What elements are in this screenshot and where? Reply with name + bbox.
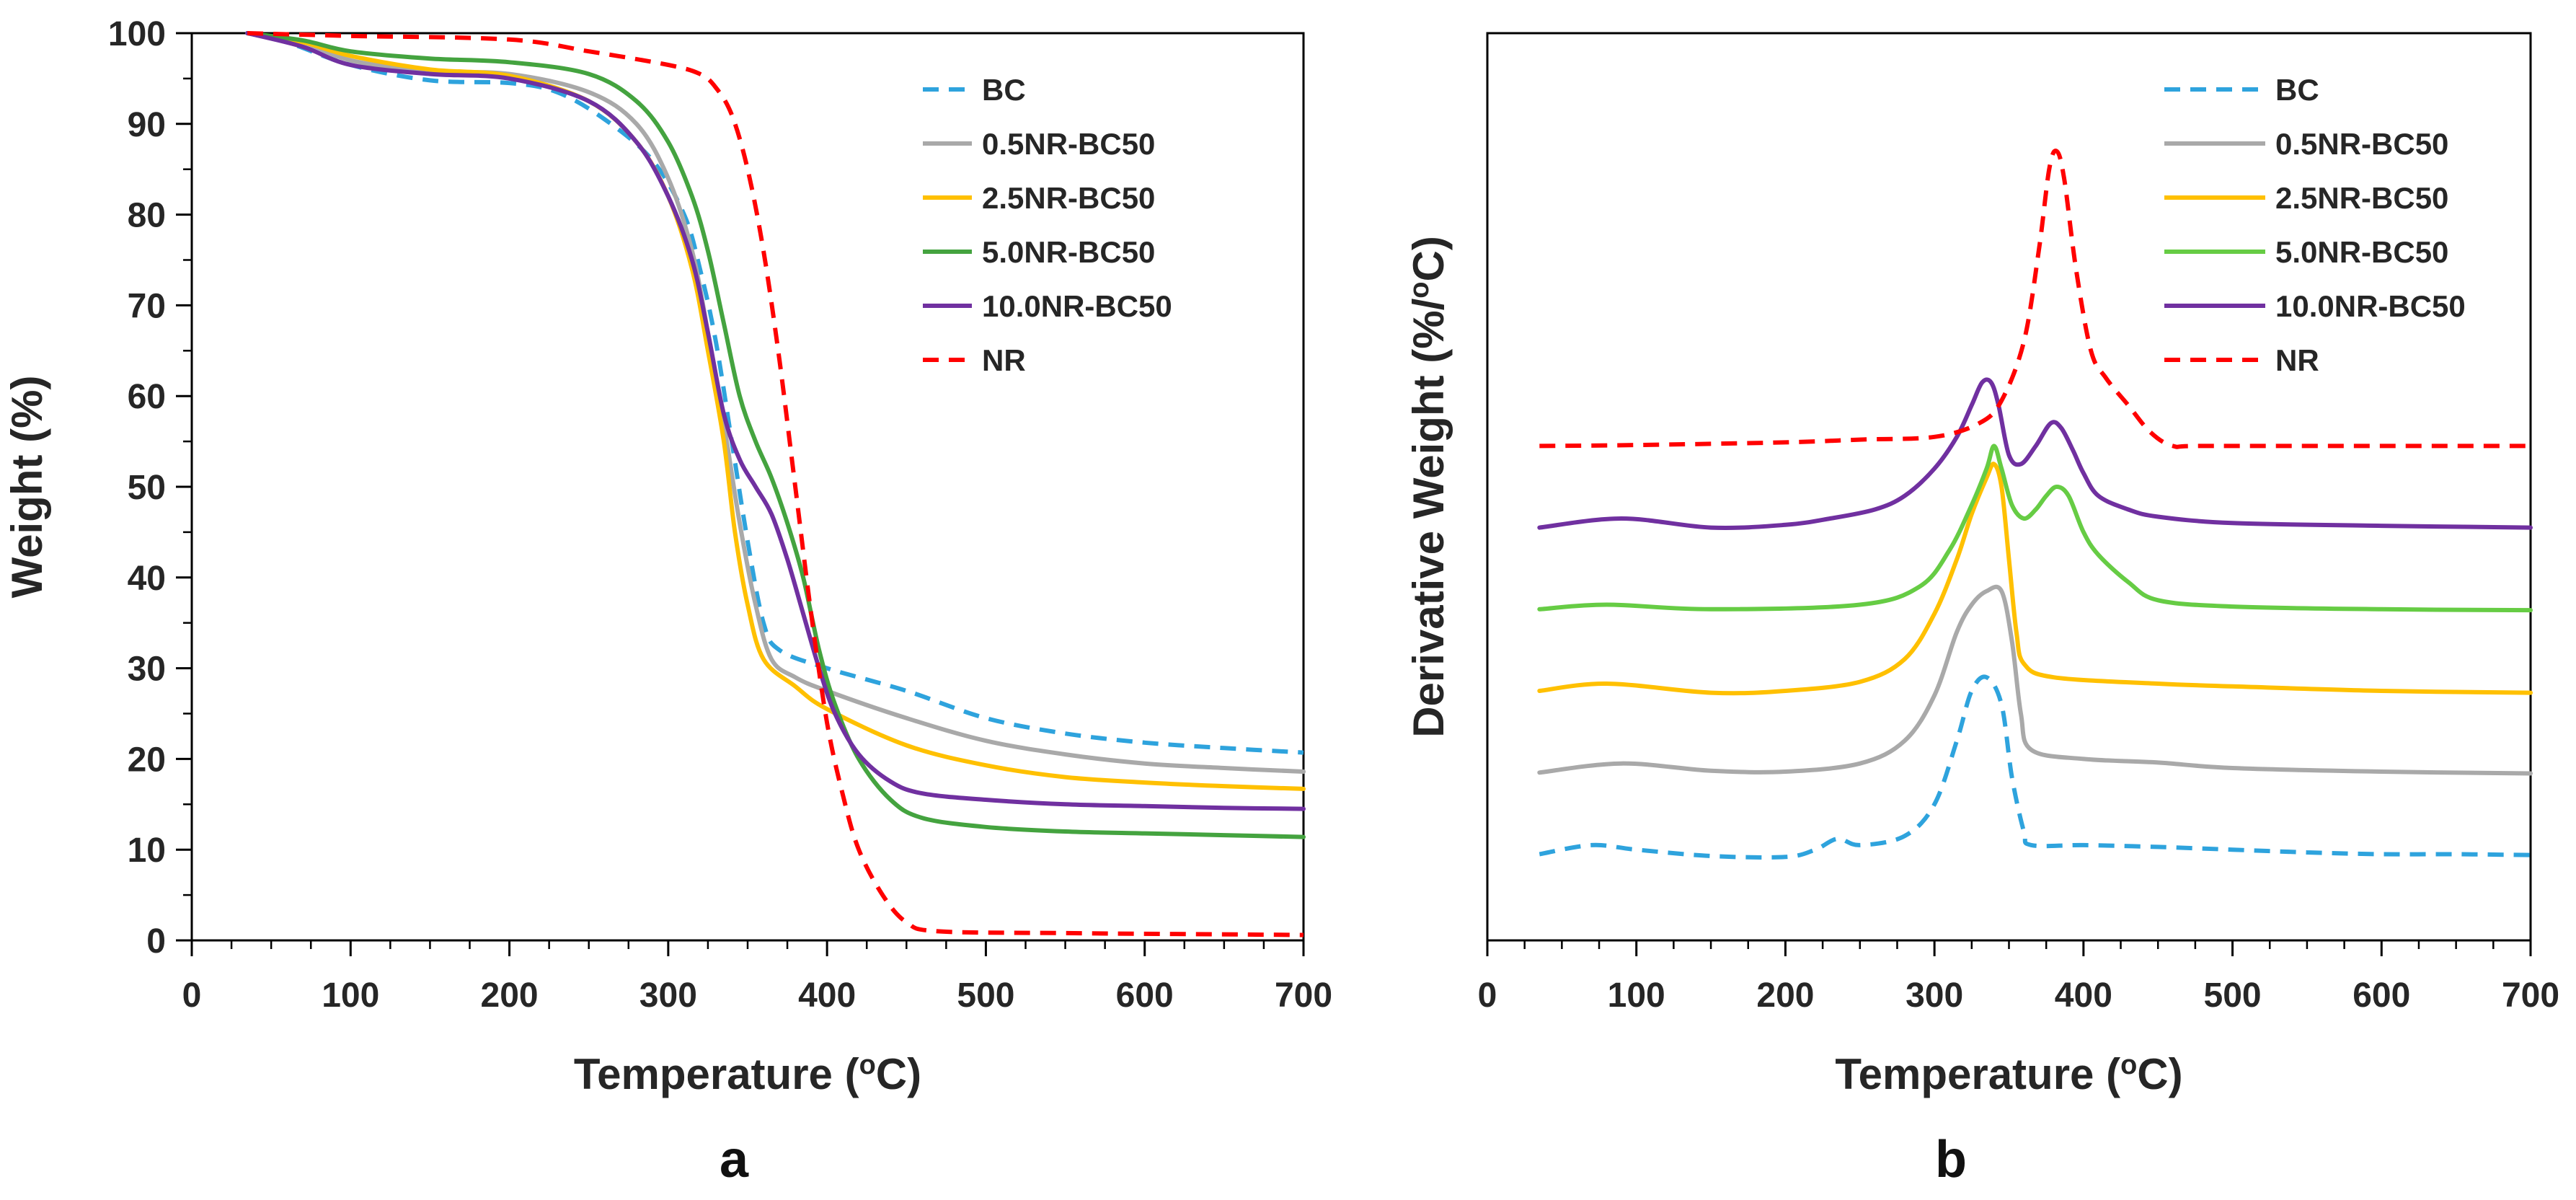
panel-b-series-line-5-0nr-bc50: [1537, 444, 2533, 613]
panel-b-x-tick-label-0: 0: [1478, 976, 1497, 1015]
panel-a-y-tick-label-60: 60: [128, 378, 166, 416]
panel-a-x-tick-label-0: 0: [182, 976, 202, 1015]
panel-a-series-line-5-0nr-bc50: [245, 31, 1306, 839]
panel-a-series-line-bc: [247, 31, 1304, 755]
panel-a-x-tick-label-600: 600: [1116, 976, 1174, 1015]
panel-b-series-line-10-0nr-bc50: [1537, 377, 2533, 530]
panel-a-legend-label-nr: NR: [982, 343, 1026, 377]
panel-a-legend: BC 0.5NR-BC50 2.5NR-BC50 5.0NR-BC50 10.0NR-B…: [923, 73, 1172, 377]
panel-a-series-line-2-5nr-bc50: [245, 31, 1306, 791]
panel-a-x-tick-label-400: 400: [798, 976, 856, 1015]
panel-b-legend-label-bc: BC: [2275, 73, 2319, 107]
panel-b-y-axis-label: Derivative Weight (%/oC): [1404, 236, 1453, 738]
panel-a-y-tick-label-80: 80: [128, 197, 166, 235]
panel-b-letter: b: [1935, 1131, 1967, 1188]
x-axis-label-superscript: o: [2120, 1050, 2137, 1080]
y-axis-label-superscript: o: [1404, 282, 1435, 299]
panel-b-series-line-2-5nr-bc50: [1537, 462, 2533, 696]
panel-a-legend-label-0-5nr-bc50: 0.5NR-BC50: [982, 127, 1155, 161]
panel-b-plot-frame: [1486, 32, 2532, 942]
panel-a-y-tick-label-90: 90: [128, 106, 166, 144]
y-axis-label-main: Derivative Weight (%/: [1404, 298, 1453, 737]
panel-b-legend: BC 0.5NR-BC50 2.5NR-BC50 5.0NR-BC50 10.0NR-B…: [2164, 73, 2466, 377]
panel-a-y-axis-label: Weight (%): [3, 376, 51, 599]
panel-b-series-line-nr: [1539, 149, 2531, 449]
panel-a-legend-label-10-0nr-bc50: 10.0NR-BC50: [982, 289, 1172, 323]
panel-b-x-tick-label-500: 500: [2204, 976, 2262, 1015]
panel-a-x-tick-label-300: 300: [639, 976, 697, 1015]
x-axis-label-main: Temperature (: [1835, 1050, 2120, 1098]
panel-a-y-tick-label-10: 10: [128, 831, 166, 870]
x-axis-label-end: C): [2137, 1050, 2182, 1098]
panel-a-series-line-nr: [247, 31, 1304, 938]
panel-a-legend-label-2-5nr-bc50: 2.5NR-BC50: [982, 181, 1155, 215]
panel-a-chart: 0 100 200 300 400 500 600 700 0 10 20 30 40 50 60 70 80 9…: [3, 15, 1332, 1098]
panel-b-legend-label-nr: NR: [2275, 343, 2319, 377]
panel-a-x-axis-label: Temperature (oC): [574, 1050, 921, 1098]
x-axis-label-superscript: o: [859, 1050, 876, 1080]
panel-b-x-tick-label-700: 700: [2502, 976, 2559, 1015]
y-axis-label-main: Weight (%): [3, 376, 51, 599]
panel-a-legend-label-5-0nr-bc50: 5.0NR-BC50: [982, 235, 1155, 269]
panel-b-x-tick-label-200: 200: [1756, 976, 1814, 1015]
panel-b-legend-label-2-5nr-bc50: 2.5NR-BC50: [2275, 181, 2448, 215]
panel-a-legend-label-bc: BC: [982, 73, 1026, 107]
panel-a-y-tick-label-40: 40: [128, 560, 166, 598]
panel-a-y-tick-label-20: 20: [128, 741, 166, 779]
x-axis-label-main: Temperature (: [574, 1050, 859, 1098]
panel-a-x-tick-label-700: 700: [1275, 976, 1332, 1015]
panel-a-letter: a: [720, 1131, 749, 1188]
panel-b-x-axis-label: Temperature (oC): [1835, 1050, 2182, 1098]
panel-b-x-tick-label-100: 100: [1608, 976, 1665, 1015]
panel-b-chart: 0 100 200 300 400 500 600 700 BC 0.5NR-BC50 2.5NR-…: [1404, 32, 2559, 1098]
panel-a-series-line-10-0nr-bc50: [245, 31, 1306, 811]
panel-a-y-tick-label-50: 50: [128, 469, 166, 507]
panel-b-legend-label-0-5nr-bc50: 0.5NR-BC50: [2275, 127, 2448, 161]
panel-b-series-line-bc: [1539, 674, 2531, 860]
panel-b-legend-label-5-0nr-bc50: 5.0NR-BC50: [2275, 235, 2448, 269]
panel-a-y-tick-label-0: 0: [146, 922, 166, 961]
panel-a-y-tick-label-100: 100: [108, 15, 166, 53]
panel-b-x-tick-label-400: 400: [2055, 976, 2112, 1015]
panel-b-legend-label-10-0nr-bc50: 10.0NR-BC50: [2275, 289, 2466, 323]
y-axis-label-end: C): [1404, 236, 1453, 281]
panel-a-y-tick-label-70: 70: [128, 287, 166, 325]
panel-a-x-tick-label-500: 500: [957, 976, 1014, 1015]
x-axis-label-end: C): [876, 1050, 921, 1098]
panel-b-series-line-0-5nr-bc50: [1537, 584, 2533, 776]
panel-a-y-tick-label-30: 30: [128, 650, 166, 689]
panel-b-x-tick-label-300: 300: [1906, 976, 1963, 1015]
panel-b-x-tick-label-600: 600: [2353, 976, 2410, 1015]
panel-a-x-tick-label-100: 100: [322, 976, 379, 1015]
panel-a-x-tick-label-200: 200: [481, 976, 539, 1015]
